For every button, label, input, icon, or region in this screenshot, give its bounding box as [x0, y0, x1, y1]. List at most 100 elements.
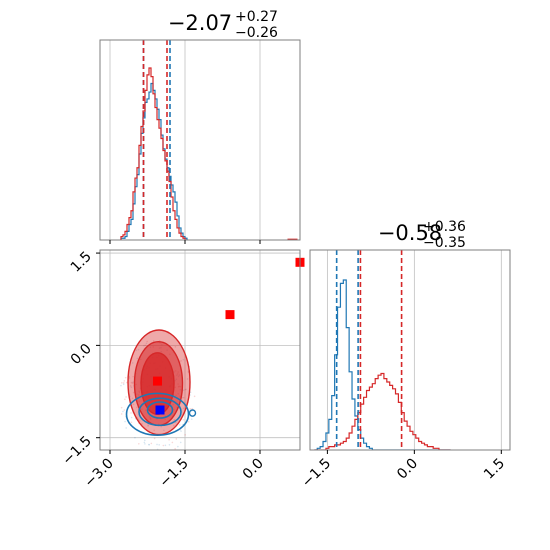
sample-point — [181, 396, 184, 399]
sample-point — [122, 382, 125, 384]
sample-point — [144, 439, 146, 442]
red-histogram — [120, 67, 187, 240]
blue-histogram — [120, 82, 188, 240]
top-ticks — [109, 240, 261, 244]
blue-contour — [188, 409, 197, 417]
sample-point — [130, 416, 133, 419]
sample-point — [178, 424, 181, 426]
sample-point — [122, 410, 124, 413]
sample-point — [124, 376, 127, 379]
sample-point — [123, 380, 126, 382]
right-title-upper: +0.36 — [423, 219, 466, 235]
sample-point — [165, 451, 167, 453]
sample-point — [122, 383, 125, 386]
sample-point — [175, 438, 178, 440]
sample-point — [136, 406, 138, 409]
joint-xtick-label: −1.5 — [156, 456, 191, 491]
sample-point — [129, 385, 132, 387]
blue-histogram — [314, 279, 451, 450]
sample-point — [190, 418, 193, 420]
sample-point — [160, 425, 163, 428]
sample-point — [184, 388, 186, 391]
sample-point — [185, 388, 187, 391]
sample-point — [132, 391, 135, 394]
sample-point — [191, 407, 194, 410]
right-xtick-label: 1.5 — [481, 456, 508, 483]
sample-point — [132, 381, 134, 383]
sample-point — [147, 425, 149, 427]
blue-contour — [146, 401, 174, 419]
sample-point — [182, 396, 185, 399]
red-histogram — [314, 372, 451, 450]
sample-point — [148, 443, 150, 446]
sample-point — [132, 375, 134, 378]
sample-point — [168, 439, 170, 441]
sample-point — [144, 344, 147, 347]
sample-point — [164, 444, 167, 447]
sample-point — [179, 441, 182, 444]
sample-point — [120, 406, 123, 409]
sample-point — [174, 447, 176, 450]
sample-point — [131, 362, 134, 364]
joint-ytick-label: −1.5 — [59, 433, 94, 468]
sample-point — [124, 420, 126, 423]
sample-point — [177, 445, 179, 448]
right-xtick-label: −1.5 — [299, 456, 334, 491]
sample-point — [162, 444, 165, 447]
sample-point — [138, 442, 140, 445]
sample-point — [120, 413, 123, 415]
sample-point — [180, 360, 182, 362]
sample-point — [143, 344, 145, 347]
sample-point — [172, 424, 175, 427]
top-title-value: −2.07 — [168, 11, 232, 35]
top-marginal-panel: −2.07 +0.27 −0.26 — [99, 9, 301, 244]
sample-point — [131, 397, 134, 400]
sample-point — [156, 451, 158, 453]
sample-point — [137, 348, 140, 351]
sample-point — [189, 407, 192, 410]
sample-point — [121, 382, 123, 384]
sample-point — [158, 453, 160, 455]
joint-ytick-label: 1.5 — [68, 249, 95, 276]
red-marker — [153, 376, 162, 386]
right-axes-frame — [309, 249, 511, 451]
top-title: −2.07 — [168, 11, 232, 35]
sample-point — [125, 396, 127, 398]
sample-point — [193, 395, 196, 398]
blue-contour — [125, 392, 190, 437]
sample-point — [153, 429, 155, 432]
sample-point — [186, 378, 189, 380]
sample-point — [131, 382, 134, 384]
sample-point — [123, 409, 126, 411]
sample-point — [168, 443, 171, 446]
sample-point — [128, 377, 131, 379]
top-grid — [109, 40, 261, 240]
sample-point — [156, 443, 158, 446]
right-xtick-label: 0.0 — [394, 456, 421, 483]
blue-contour — [138, 397, 182, 427]
sample-point — [171, 441, 174, 444]
sample-point — [148, 443, 150, 446]
sample-point — [182, 418, 185, 421]
sample-point — [146, 340, 148, 343]
sample-point — [144, 443, 146, 445]
sample-point — [125, 381, 128, 384]
sample-point — [130, 386, 133, 389]
right-histograms — [314, 250, 451, 450]
red-marker — [225, 310, 235, 320]
sample-point — [136, 357, 139, 360]
joint-axes-frame — [99, 249, 301, 451]
sample-point — [132, 403, 135, 406]
sample-point — [182, 358, 185, 361]
sample-point — [182, 389, 185, 392]
sample-point — [174, 345, 177, 348]
sample-point — [180, 430, 182, 432]
top-axes-frame — [99, 39, 301, 241]
right-title-lower: −0.35 — [423, 235, 466, 251]
sample-point — [173, 419, 176, 421]
sample-point — [145, 342, 148, 345]
right-ticks: −1.5 0.0 1.5 — [299, 450, 508, 491]
joint-contours — [120, 329, 197, 455]
blue-marker — [155, 405, 165, 415]
